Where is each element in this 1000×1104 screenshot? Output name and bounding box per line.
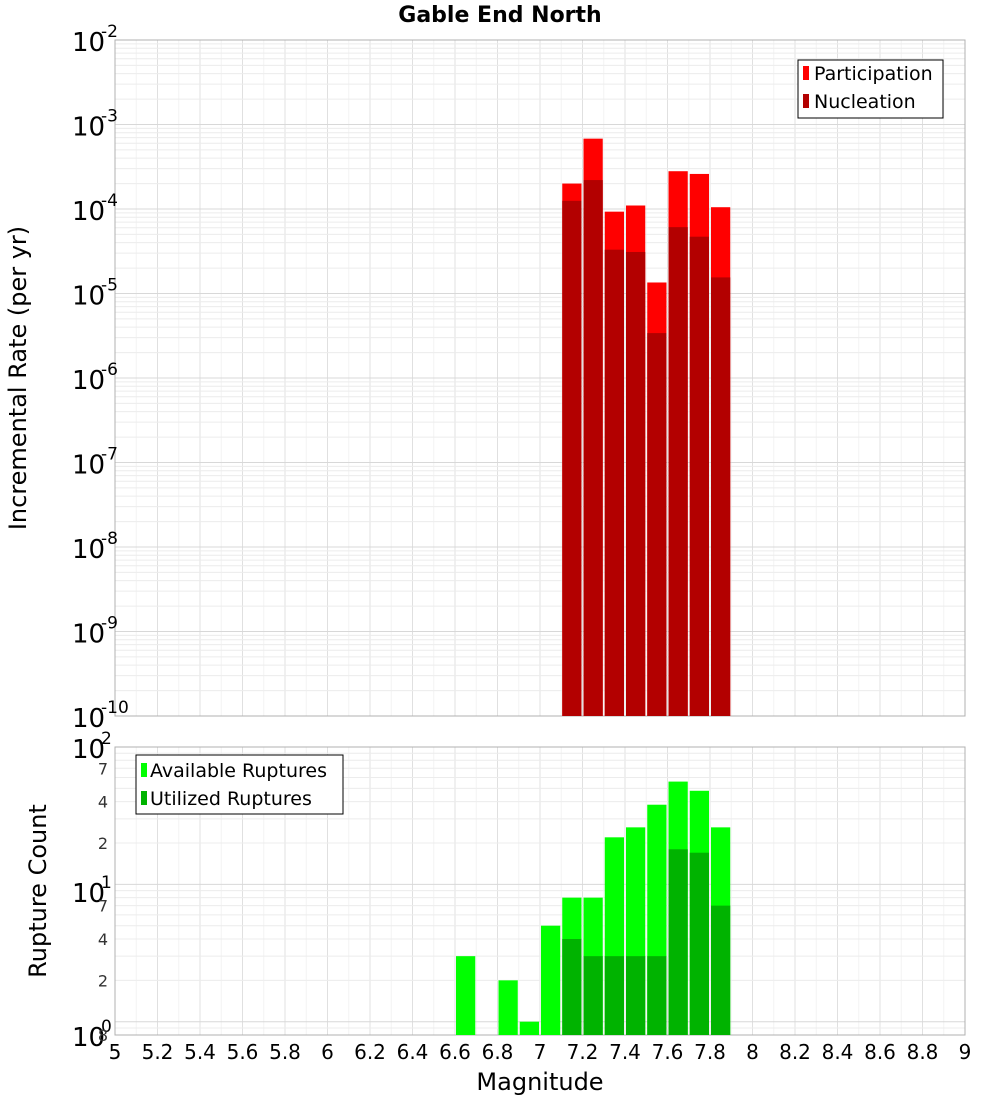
- y-tick-label-exponent: -8: [101, 529, 118, 549]
- x-tick-label: 6.4: [397, 1040, 429, 1064]
- bar-utilized-ruptures-7-45: [626, 956, 646, 1035]
- y-tick-label-exponent: -7: [101, 445, 118, 465]
- x-tick-label: 6.8: [482, 1040, 514, 1064]
- top-panel-bars: [562, 138, 731, 717]
- bar-utilized-ruptures-7-25: [583, 956, 603, 1035]
- y-tick-label-exponent: 2: [101, 729, 112, 749]
- chart-title: Gable End North: [398, 3, 601, 28]
- bar-utilized-ruptures-7-75: [689, 852, 709, 1035]
- top-panel-grid: [114, 40, 966, 717]
- bar-available-ruptures-6-65: [456, 956, 476, 1035]
- x-tick-label: 7.8: [694, 1040, 726, 1064]
- y-tick-label-exponent: 0: [101, 1017, 112, 1037]
- legend-label-available: Available Ruptures: [150, 760, 327, 782]
- top-panel-y-ticks: 10-210-310-410-510-610-710-810-910-10: [72, 22, 129, 734]
- bar-nucleation-7-45: [626, 251, 646, 717]
- top-plot-frame: [114, 39, 966, 717]
- x-tick-label: 8.6: [864, 1040, 896, 1064]
- y-tick-label-base: 10: [72, 704, 105, 734]
- y-tick-label-base: 10: [72, 451, 105, 481]
- y-tick-label-exponent: -5: [101, 276, 118, 296]
- x-tick-label: 9: [959, 1040, 972, 1064]
- y-minor-tick-label: 7: [98, 897, 108, 916]
- bar-nucleation-7-85: [711, 277, 731, 716]
- x-tick-label: 5: [109, 1040, 122, 1064]
- y-minor-tick-label: 2: [98, 834, 108, 853]
- y-tick-label-base: 10: [72, 535, 105, 565]
- y-minor-tick-label: 8: [98, 1026, 108, 1045]
- y-tick-label-exponent: -6: [101, 360, 118, 380]
- legend-label-participation: Participation: [814, 63, 933, 85]
- y-tick-label-base: 10: [72, 879, 105, 909]
- y-tick-label-exponent: 1: [101, 873, 112, 893]
- y-tick-label-base: 10: [72, 28, 105, 58]
- y-tick-label-base: 10: [72, 113, 105, 143]
- bar-nucleation-7-65: [668, 227, 688, 716]
- bar-nucleation-7-35: [604, 249, 624, 716]
- x-tick-label: 6.6: [439, 1040, 471, 1064]
- legend-swatch-utilized: [141, 791, 147, 805]
- y-minor-tick-label: 4: [98, 793, 108, 812]
- y-tick-label-exponent: -9: [101, 614, 118, 634]
- bottom-legend: Available Ruptures Utilized Ruptures: [135, 754, 344, 815]
- y-tick-label-base: 10: [72, 620, 105, 650]
- x-tick-label: 8: [746, 1040, 759, 1064]
- x-tick-label: 8.8: [907, 1040, 939, 1064]
- legend-swatch-available: [141, 763, 147, 777]
- x-tick-label: 7.2: [567, 1040, 599, 1064]
- y-tick-label-exponent: -2: [101, 22, 118, 42]
- y-tick-label-base: 10: [72, 366, 105, 396]
- x-axis-ticks: 5 5.2 5.4 5.6 5.8 6 6.2 6.4 6.6 6.8 7 7.2 7.4 7.6 7.8 8…: [109, 1040, 972, 1064]
- x-tick-label: 5.2: [142, 1040, 174, 1064]
- top-legend: Participation Nucleation: [797, 59, 944, 119]
- legend-label-nucleation: Nucleation: [814, 91, 916, 113]
- x-tick-label: 8.2: [779, 1040, 811, 1064]
- x-axis-label: Magnitude: [476, 1068, 603, 1096]
- bar-utilized-ruptures-7-35: [604, 956, 624, 1035]
- bar-available-ruptures-6-85: [498, 980, 518, 1035]
- x-tick-label: 8.4: [822, 1040, 854, 1064]
- x-tick-label: 7.4: [609, 1040, 641, 1064]
- bottom-y-axis-label: Rupture Count: [24, 804, 52, 978]
- x-tick-label: 7.6: [652, 1040, 684, 1064]
- bar-nucleation-7-15: [562, 200, 582, 717]
- legend-swatch-participation: [803, 66, 809, 80]
- y-tick-label-exponent: -3: [101, 107, 118, 127]
- x-tick-label: 5.8: [269, 1040, 301, 1064]
- bar-available-ruptures-6-95: [519, 1021, 539, 1035]
- y-minor-tick-label: 2: [98, 971, 108, 990]
- bar-utilized-ruptures-7-65: [668, 849, 688, 1035]
- x-tick-label: 6: [321, 1040, 334, 1064]
- x-tick-label: 7: [534, 1040, 547, 1064]
- y-minor-tick-label: 7: [98, 759, 108, 778]
- bar-utilized-ruptures-7-15: [562, 939, 582, 1035]
- y-tick-label-base: 10: [72, 197, 105, 227]
- bar-nucleation-7-55: [647, 333, 667, 716]
- bar-nucleation-7-25: [583, 180, 603, 716]
- bottom-plot-frame: [114, 746, 966, 1036]
- x-tick-label: 5.4: [184, 1040, 216, 1064]
- legend-label-utilized: Utilized Ruptures: [150, 788, 312, 810]
- top-y-axis-label: Incremental Rate (per yr): [4, 226, 32, 530]
- bar-nucleation-7-75: [689, 236, 709, 716]
- bar-available-ruptures-7-05: [541, 925, 561, 1035]
- y-minor-tick-label: 4: [98, 930, 108, 949]
- y-tick-label-exponent: -10: [101, 698, 129, 718]
- y-tick-label-base: 10: [72, 282, 105, 312]
- x-tick-label: 5.6: [227, 1040, 259, 1064]
- bottom-legend-box: [135, 754, 344, 815]
- y-tick-label-base: 10: [72, 1023, 105, 1053]
- x-tick-label: 6.2: [354, 1040, 386, 1064]
- bottom-panel-bars: [456, 781, 731, 1035]
- bar-utilized-ruptures-7-55: [647, 956, 667, 1035]
- top-legend-box: [797, 59, 944, 119]
- bar-utilized-ruptures-7-85: [711, 905, 731, 1035]
- y-tick-label-base: 10: [72, 735, 105, 765]
- legend-swatch-nucleation: [803, 94, 809, 108]
- y-tick-label-exponent: -4: [101, 191, 118, 211]
